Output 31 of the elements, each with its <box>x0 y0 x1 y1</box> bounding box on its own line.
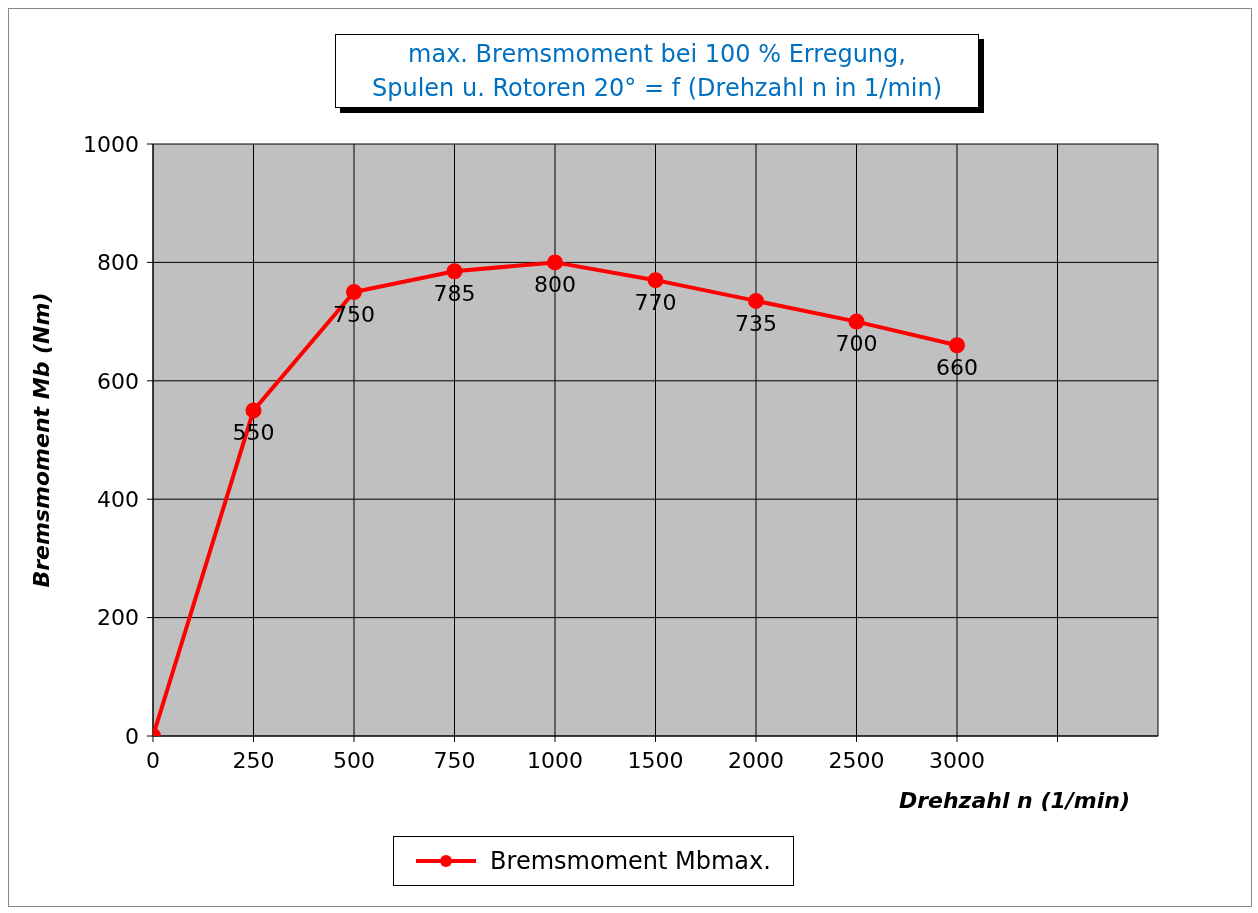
x-tick-label: 750 <box>433 747 476 773</box>
point <box>848 313 865 330</box>
x-tick-label: 2000 <box>728 747 784 773</box>
data-label: 660 <box>936 354 978 380</box>
x-tick-label: 1000 <box>527 747 583 773</box>
x-tick-label: 250 <box>232 747 275 773</box>
legend-label: Bremsmoment Mbmax. <box>490 847 771 875</box>
x-tick-label: 2500 <box>828 747 885 773</box>
y-tick-label: 600 <box>97 368 139 394</box>
y-tick-label: 400 <box>97 487 139 513</box>
point <box>949 337 965 354</box>
y-axis-title: Bremsmoment Mb (Nm) <box>28 292 54 588</box>
x-tick-label: 3000 <box>929 747 985 773</box>
y-tick-label: 1000 <box>83 131 139 157</box>
data-label: 750 <box>333 301 375 327</box>
chart-title: max. Bremsmoment bei 100 % Erregung, Spulen u. Rotoren 20° = f (Drehzahl n in 1/min) <box>371 39 943 104</box>
y-tick-label: 800 <box>97 250 139 276</box>
x-axis-title: Drehzahl n (1/min) <box>898 788 1130 813</box>
point <box>245 402 262 419</box>
data-label: 735 <box>735 310 777 336</box>
point <box>547 254 563 271</box>
point <box>446 263 463 280</box>
point <box>748 292 764 309</box>
point <box>647 272 664 289</box>
x-tick-label: 0 <box>146 747 160 773</box>
x-tick-label: 1500 <box>627 747 684 773</box>
data-label: 800 <box>534 272 576 298</box>
x-tick-label: 500 <box>333 747 375 773</box>
point <box>346 284 362 300</box>
y-tick-label: 200 <box>97 605 139 631</box>
y-tick-label: 0 <box>125 723 139 749</box>
